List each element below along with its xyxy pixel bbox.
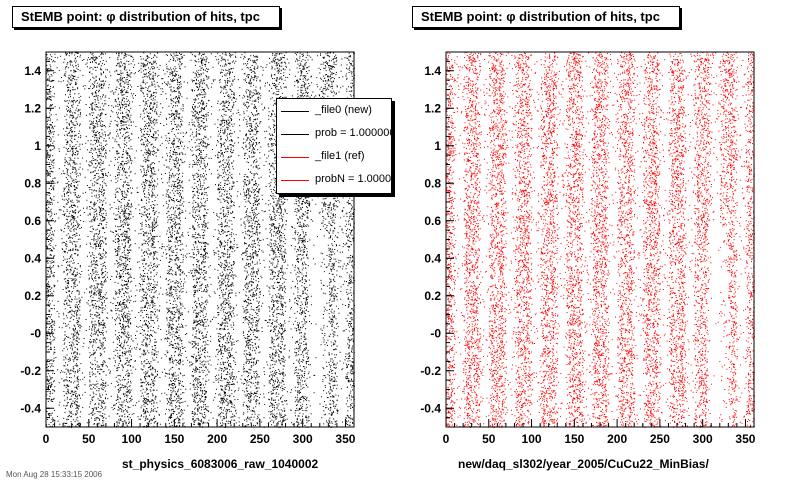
x-tick-label: 50: [82, 432, 96, 446]
legend-line-icon: [281, 157, 309, 158]
x-tick-label: 250: [650, 432, 670, 446]
y-tick-label: 0.8: [424, 176, 441, 190]
y-tick-label: 0.6: [24, 214, 41, 228]
x-tick-label: 150: [564, 432, 584, 446]
y-tick-label: 0.4: [24, 251, 41, 265]
scatter-plot-right: 0 50 100 150 200 250 300 350 -0.4 -0.2 -0 0.2 0.4 0.6…: [420, 51, 756, 446]
x-tick-label: 350: [735, 432, 755, 446]
legend-line-icon: [281, 111, 309, 112]
legend-line-icon: [281, 134, 309, 135]
legend-label: _file0 (new): [315, 104, 372, 116]
x-tick-label: 100: [522, 432, 542, 446]
legend-line-icon: [281, 180, 309, 181]
y-tick-label: 1.4: [24, 64, 41, 78]
legend-label: probN = 1.000000: [315, 173, 392, 185]
subtitle-left: st_physics_6083006_raw_1040002: [122, 457, 319, 471]
x-tick-label: 100: [122, 432, 142, 446]
y-tick-label: 1.2: [424, 101, 441, 115]
y-tick-label: -0.2: [20, 364, 41, 378]
x-tick-label: 50: [482, 432, 496, 446]
legend-entry-file0: _file0 (new): [277, 101, 391, 123]
hit-points: [46, 52, 355, 428]
legend-entry-prob: prob = 1.000000: [277, 124, 392, 146]
x-tick-label: 350: [335, 432, 355, 446]
timestamp-footer: Mon Aug 28 15:33:15 2006: [6, 470, 103, 479]
y-tick-label: -0: [430, 326, 441, 340]
x-tick-label: 200: [607, 432, 627, 446]
y-tick-label: -0.4: [20, 401, 41, 415]
x-tick-label: 200: [207, 432, 227, 446]
hit-points: [446, 52, 755, 428]
legend-label: prob = 1.000000: [315, 127, 392, 139]
y-tick-label: 1.2: [24, 101, 41, 115]
legend-entry-file1: _file1 (ref): [277, 147, 391, 169]
chart-title-left: StEMB point: φ distribution of hits, tpc: [12, 6, 280, 28]
x-tick-label: 300: [293, 432, 313, 446]
x-tick-label: 0: [443, 432, 450, 446]
y-tick-label: 0.2: [24, 289, 41, 303]
x-tick-label: 250: [250, 432, 270, 446]
x-tick-label: 150: [164, 432, 184, 446]
y-tick-label: -0.2: [420, 364, 441, 378]
y-tick-label: 1: [434, 139, 441, 153]
y-tick-label: -0.4: [420, 401, 441, 415]
y-tick-label: 0.2: [424, 289, 441, 303]
subtitle-right: new/daq_sl302/year_2005/CuCu22_MinBias/: [458, 457, 709, 471]
chart-title-right: StEMB point: φ distribution of hits, tpc: [412, 6, 680, 28]
legend-entry-probN: probN = 1.000000: [277, 170, 392, 192]
y-tick-label: -0: [30, 326, 41, 340]
legend: _file0 (new) prob = 1.000000 _file1 (ref…: [276, 98, 392, 194]
x-tick-label: 0: [43, 432, 50, 446]
legend-label: _file1 (ref): [315, 150, 365, 162]
y-tick-label: 0.4: [424, 251, 441, 265]
y-tick-label: 1.4: [424, 64, 441, 78]
y-tick-label: 0.8: [24, 176, 41, 190]
y-tick-label: 0.6: [424, 214, 441, 228]
x-tick-label: 300: [693, 432, 713, 446]
y-tick-label: 1: [34, 139, 41, 153]
